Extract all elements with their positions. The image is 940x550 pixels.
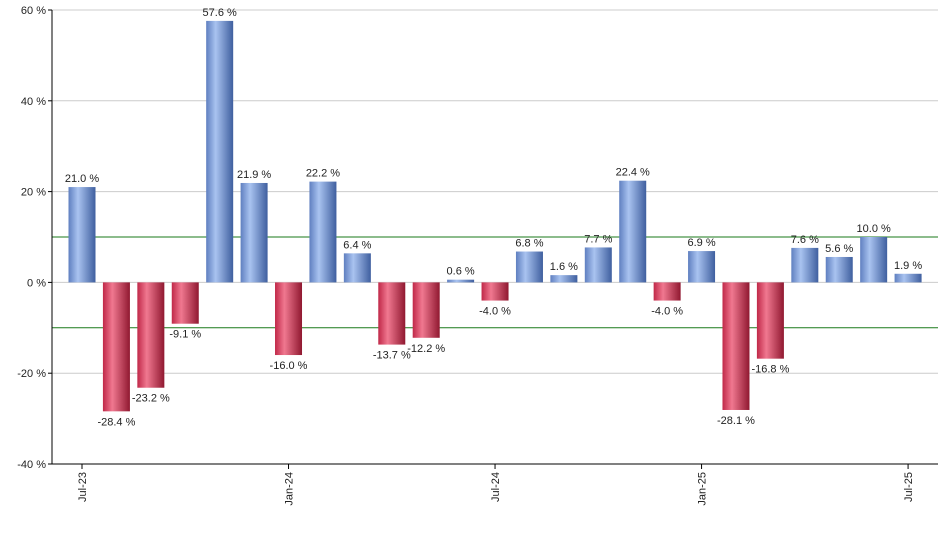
y-tick-label: -20 % [17, 368, 46, 380]
data-label: 22.2 % [306, 168, 340, 180]
bar-positive [825, 256, 853, 283]
data-label: -28.1 % [717, 415, 755, 427]
data-label: -4.0 % [479, 306, 511, 318]
bar-positive [860, 237, 888, 283]
data-label: 7.7 % [584, 233, 612, 245]
x-tick-label: Jan-25 [697, 472, 709, 506]
data-label: 21.0 % [65, 173, 99, 185]
bar-negative [756, 282, 784, 359]
bar-positive [894, 273, 922, 283]
bar-positive [68, 187, 96, 283]
data-label: 21.9 % [237, 169, 271, 181]
bars [68, 20, 922, 412]
bar-negative [653, 282, 681, 301]
bar-positive [206, 20, 234, 283]
data-label: 5.6 % [825, 243, 853, 255]
bar-negative [137, 282, 165, 388]
bar-positive [240, 182, 268, 283]
data-label: 1.6 % [550, 261, 578, 273]
data-label: -12.2 % [407, 343, 445, 355]
bar-positive [791, 247, 819, 283]
data-label: 0.6 % [447, 266, 475, 278]
data-label: 6.8 % [515, 238, 543, 250]
data-label: 22.4 % [616, 167, 650, 179]
x-tick-label: Jan-24 [284, 472, 296, 506]
bar-positive [343, 253, 371, 283]
axes: -40 % -20 % 0 % 20 % 40 % 60 % Jul-23 Jan-24 Jul… [17, 5, 938, 506]
data-label: -9.1 % [169, 329, 201, 341]
data-label: 6.4 % [343, 239, 371, 251]
reference-lines [52, 236, 938, 329]
data-label: 10.0 % [857, 223, 891, 235]
bar-positive [515, 251, 543, 283]
data-label: -4.0 % [651, 306, 683, 318]
data-label: -23.2 % [132, 393, 170, 405]
bar-negative [412, 282, 440, 338]
bar-negative [722, 282, 750, 410]
bar-positive [688, 251, 716, 283]
bar-negative [102, 282, 130, 412]
data-label: 1.9 % [894, 260, 922, 272]
bar-positive [447, 279, 475, 283]
data-label: 57.6 % [203, 7, 237, 19]
data-label: -16.0 % [270, 360, 308, 372]
y-tick-label: -40 % [17, 459, 46, 471]
data-label: -13.7 % [373, 350, 411, 362]
data-label: 7.6 % [791, 234, 819, 246]
x-tick-label: Jul-23 [77, 472, 89, 502]
y-tick-label: 60 % [21, 5, 46, 17]
data-labels: 21.0 % -28.4 % -23.2 % -9.1 % 57.6 % 21.9 % -1… [65, 7, 922, 428]
bar-positive [550, 275, 578, 283]
x-tick-label: Jul-24 [490, 472, 502, 502]
bar-positive [619, 180, 647, 283]
data-label: -28.4 % [97, 416, 135, 428]
bar-positive [309, 181, 337, 283]
bar-negative [378, 282, 406, 345]
bar-negative [481, 282, 509, 301]
bar-negative [275, 282, 303, 356]
data-label: 6.9 % [687, 237, 715, 249]
y-tick-label: 40 % [21, 96, 46, 108]
y-tick-label: 0 % [27, 277, 46, 289]
bar-negative [171, 282, 199, 324]
data-label: -16.8 % [751, 364, 789, 376]
x-tick-label: Jul-25 [903, 472, 915, 502]
bar-positive [584, 247, 612, 283]
y-tick-label: 20 % [21, 187, 46, 199]
